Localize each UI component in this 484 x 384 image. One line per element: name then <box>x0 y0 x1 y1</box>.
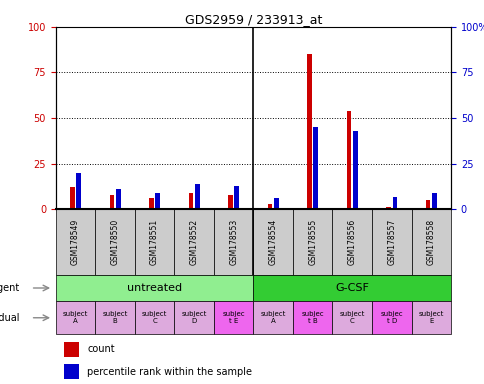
Bar <box>188 193 193 209</box>
Text: subjec
t B: subjec t B <box>301 311 323 324</box>
Bar <box>95 209 135 275</box>
Bar <box>410 301 450 334</box>
Bar <box>213 301 253 334</box>
Text: count: count <box>87 344 115 354</box>
Bar <box>56 209 95 275</box>
Bar <box>306 54 311 209</box>
Text: GSM178550: GSM178550 <box>110 219 120 265</box>
Bar <box>135 301 174 334</box>
Title: GDS2959 / 233913_at: GDS2959 / 233913_at <box>184 13 321 26</box>
Bar <box>213 209 253 275</box>
Bar <box>227 195 232 209</box>
Text: GSM178549: GSM178549 <box>71 219 80 265</box>
Bar <box>56 301 95 334</box>
Bar <box>313 127 318 209</box>
Bar <box>195 184 199 209</box>
Bar <box>109 195 114 209</box>
Text: agent: agent <box>0 283 19 293</box>
Bar <box>346 111 351 209</box>
Text: subject
D: subject D <box>181 311 206 324</box>
Bar <box>332 209 371 275</box>
Text: GSM178555: GSM178555 <box>307 219 317 265</box>
Bar <box>116 189 121 209</box>
Text: GSM178556: GSM178556 <box>347 219 356 265</box>
Bar <box>135 209 174 275</box>
Text: subject
B: subject B <box>102 311 127 324</box>
Bar <box>174 301 213 334</box>
Bar <box>155 193 160 209</box>
Text: GSM178557: GSM178557 <box>386 219 395 265</box>
Text: individual: individual <box>0 313 19 323</box>
Text: GSM178551: GSM178551 <box>150 219 159 265</box>
Bar <box>95 301 135 334</box>
Text: subject
C: subject C <box>339 311 364 324</box>
Bar <box>371 209 410 275</box>
Text: GSM178558: GSM178558 <box>426 219 435 265</box>
Text: untreated: untreated <box>127 283 182 293</box>
Bar <box>371 301 410 334</box>
Bar <box>63 364 79 379</box>
Text: subject
E: subject E <box>418 311 443 324</box>
Bar <box>273 198 278 209</box>
Bar <box>385 207 390 209</box>
Bar <box>253 209 292 275</box>
Bar <box>56 275 253 301</box>
Bar <box>425 200 430 209</box>
Text: percentile rank within the sample: percentile rank within the sample <box>87 366 252 377</box>
Bar <box>267 204 272 209</box>
Text: subject
A: subject A <box>63 311 88 324</box>
Bar <box>76 173 81 209</box>
Bar <box>431 193 436 209</box>
Text: subject
C: subject C <box>142 311 167 324</box>
Bar <box>410 209 450 275</box>
Text: G-CSF: G-CSF <box>334 283 368 293</box>
Bar <box>174 209 213 275</box>
Bar <box>63 342 79 356</box>
Text: subjec
t D: subjec t D <box>379 311 402 324</box>
Text: GSM178553: GSM178553 <box>228 219 238 265</box>
Bar <box>253 301 292 334</box>
Text: GSM178554: GSM178554 <box>268 219 277 265</box>
Text: GSM178552: GSM178552 <box>189 219 198 265</box>
Bar <box>70 187 75 209</box>
Bar <box>352 131 357 209</box>
Bar <box>292 209 332 275</box>
Bar <box>234 185 239 209</box>
Bar <box>253 275 450 301</box>
Bar <box>292 301 332 334</box>
Text: subjec
t E: subjec t E <box>222 311 244 324</box>
Text: subject
A: subject A <box>260 311 285 324</box>
Bar <box>149 198 153 209</box>
Bar <box>332 301 371 334</box>
Bar <box>392 197 396 209</box>
